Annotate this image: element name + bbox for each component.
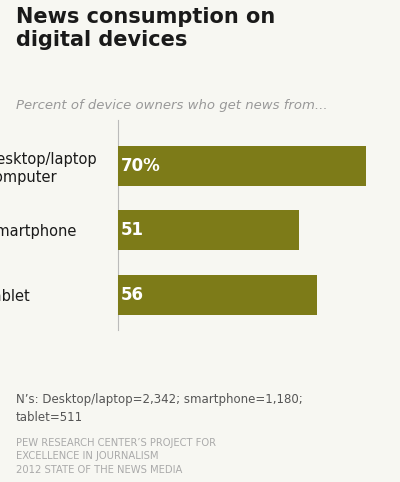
- Text: 56: 56: [121, 286, 144, 304]
- Bar: [118, 146, 366, 186]
- Text: N’s: Desktop/laptop=2,342; smartphone=1,180;
tablet=511: N’s: Desktop/laptop=2,342; smartphone=1,…: [16, 393, 303, 424]
- Text: PEW RESEARCH CENTER’S PROJECT FOR
EXCELLENCE IN JOURNALISM
2012 STATE OF THE NEW: PEW RESEARCH CENTER’S PROJECT FOR EXCELL…: [16, 438, 216, 475]
- Text: 70%: 70%: [121, 157, 160, 174]
- Text: Percent of device owners who get news from...: Percent of device owners who get news fr…: [16, 99, 328, 112]
- Bar: [118, 210, 299, 250]
- Bar: [118, 275, 317, 315]
- Text: 51: 51: [121, 221, 144, 239]
- Text: News consumption on
digital devices: News consumption on digital devices: [16, 7, 275, 50]
